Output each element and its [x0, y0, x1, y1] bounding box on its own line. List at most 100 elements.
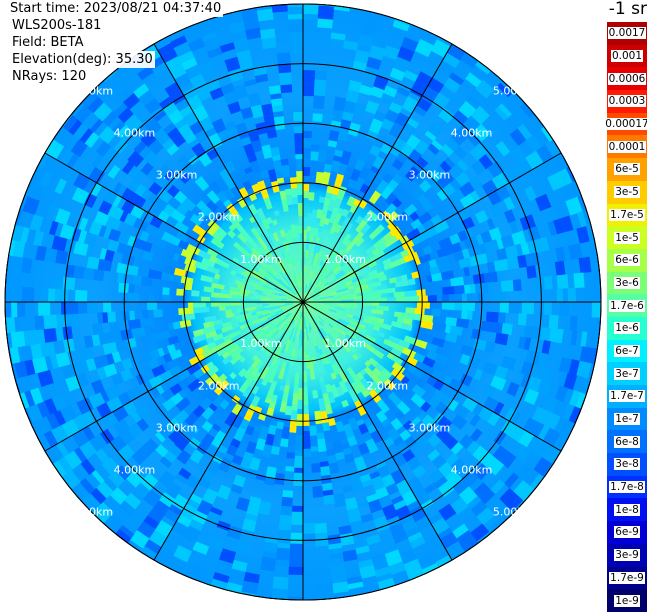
ppi-cell	[267, 424, 277, 436]
ppi-cell	[302, 381, 308, 387]
ppi-cell	[330, 372, 337, 380]
ppi-cell	[358, 423, 369, 435]
ppi-cell	[391, 158, 404, 171]
ppi-cell	[128, 283, 135, 294]
ppi-cell	[362, 273, 370, 279]
ppi-cell	[346, 324, 360, 334]
ppi-cell	[250, 104, 264, 119]
ppi-cell	[504, 407, 517, 423]
ppi-cell	[40, 416, 53, 433]
ppi-cell	[384, 109, 399, 124]
ppi-cell	[214, 273, 221, 280]
ppi-cell	[208, 255, 219, 264]
ppi-cell	[208, 402, 218, 412]
ppi-cell	[398, 210, 409, 222]
colorbar-swatch: 0.001	[607, 44, 647, 68]
ppi-cell	[472, 403, 484, 417]
colorbar-swatch: 0.0006	[607, 67, 647, 91]
ppi-cell	[476, 532, 491, 544]
ppi-cell	[293, 467, 303, 473]
ppi-cell	[341, 294, 351, 298]
ppi-cell	[176, 449, 192, 465]
ppi-cell	[381, 503, 399, 521]
ppi-cell	[227, 344, 240, 355]
ppi-cell	[517, 123, 533, 141]
ppi-cell	[83, 192, 98, 209]
ppi-cell	[79, 128, 94, 144]
ppi-cell	[487, 412, 501, 427]
ppi-cell	[346, 331, 356, 340]
ppi-cell	[562, 403, 575, 421]
ppi-cell	[297, 387, 303, 400]
ppi-cell	[335, 420, 345, 433]
ppi-cell	[62, 276, 76, 291]
ppi-cell	[280, 84, 293, 94]
ppi-cell	[489, 203, 502, 218]
ppi-cell	[257, 236, 268, 250]
ppi-cell	[263, 276, 276, 286]
ppi-cell	[170, 208, 186, 224]
ppi-cell	[153, 127, 171, 146]
ppi-cell	[517, 254, 528, 268]
ppi-cell	[349, 203, 359, 214]
ppi-cell	[243, 571, 260, 584]
ppi-cell	[147, 269, 163, 280]
ppi-cell	[238, 130, 250, 140]
ppi-cell	[242, 451, 254, 463]
ppi-cell	[237, 232, 248, 244]
ppi-cell	[119, 368, 134, 382]
ppi-cell	[363, 315, 370, 320]
ppi-cell	[202, 325, 216, 335]
ppi-cell	[173, 41, 192, 57]
ppi-cell	[419, 314, 434, 323]
ppi-cell	[341, 442, 351, 450]
ppi-cell	[244, 240, 254, 250]
ppi-cell	[93, 268, 105, 281]
ppi-cell	[212, 333, 224, 342]
ppi-cell	[154, 519, 173, 538]
ppi-cell	[359, 183, 370, 194]
ppi-cell	[197, 249, 212, 261]
ppi-cell	[243, 232, 253, 243]
ppi-cell	[297, 311, 301, 322]
ppi-cell	[209, 506, 223, 516]
ppi-cell	[356, 500, 370, 509]
ppi-cell	[339, 329, 347, 337]
ppi-cell	[120, 128, 134, 142]
ppi-cell	[293, 310, 299, 321]
colorbar-label: 6e-8	[614, 435, 640, 448]
ppi-cell	[292, 392, 299, 405]
ppi-cell	[28, 182, 45, 201]
ppi-cell	[250, 366, 260, 377]
ppi-cell	[288, 555, 303, 567]
ppi-cell	[192, 333, 207, 344]
ppi-cell	[319, 381, 328, 394]
ppi-cell	[309, 309, 316, 315]
ppi-cell	[289, 238, 295, 247]
ppi-cell	[205, 336, 215, 345]
ppi-cell	[406, 456, 422, 471]
ppi-cell	[394, 18, 411, 26]
ppi-cell	[169, 273, 182, 283]
ppi-cell	[291, 404, 298, 411]
ppi-cell	[382, 257, 392, 266]
ppi-cell	[359, 564, 377, 579]
ppi-cell	[38, 301, 51, 316]
ppi-cell	[284, 280, 294, 291]
ppi-cell	[513, 480, 530, 497]
ppi-cell	[285, 321, 293, 333]
ppi-cell	[286, 343, 292, 354]
ppi-cell	[86, 256, 100, 270]
ppi-cell	[197, 477, 211, 490]
ppi-cell	[289, 335, 294, 345]
ppi-cell	[293, 126, 304, 134]
ppi-cell	[252, 60, 266, 69]
ppi-cell	[97, 258, 113, 272]
ppi-cell	[472, 123, 491, 142]
ppi-cell	[403, 255, 411, 263]
ppi-cell	[124, 113, 143, 133]
ppi-cell	[102, 341, 118, 356]
ppi-cell	[123, 212, 138, 227]
ppi-cell	[372, 367, 382, 378]
ppi-cell	[570, 330, 578, 346]
